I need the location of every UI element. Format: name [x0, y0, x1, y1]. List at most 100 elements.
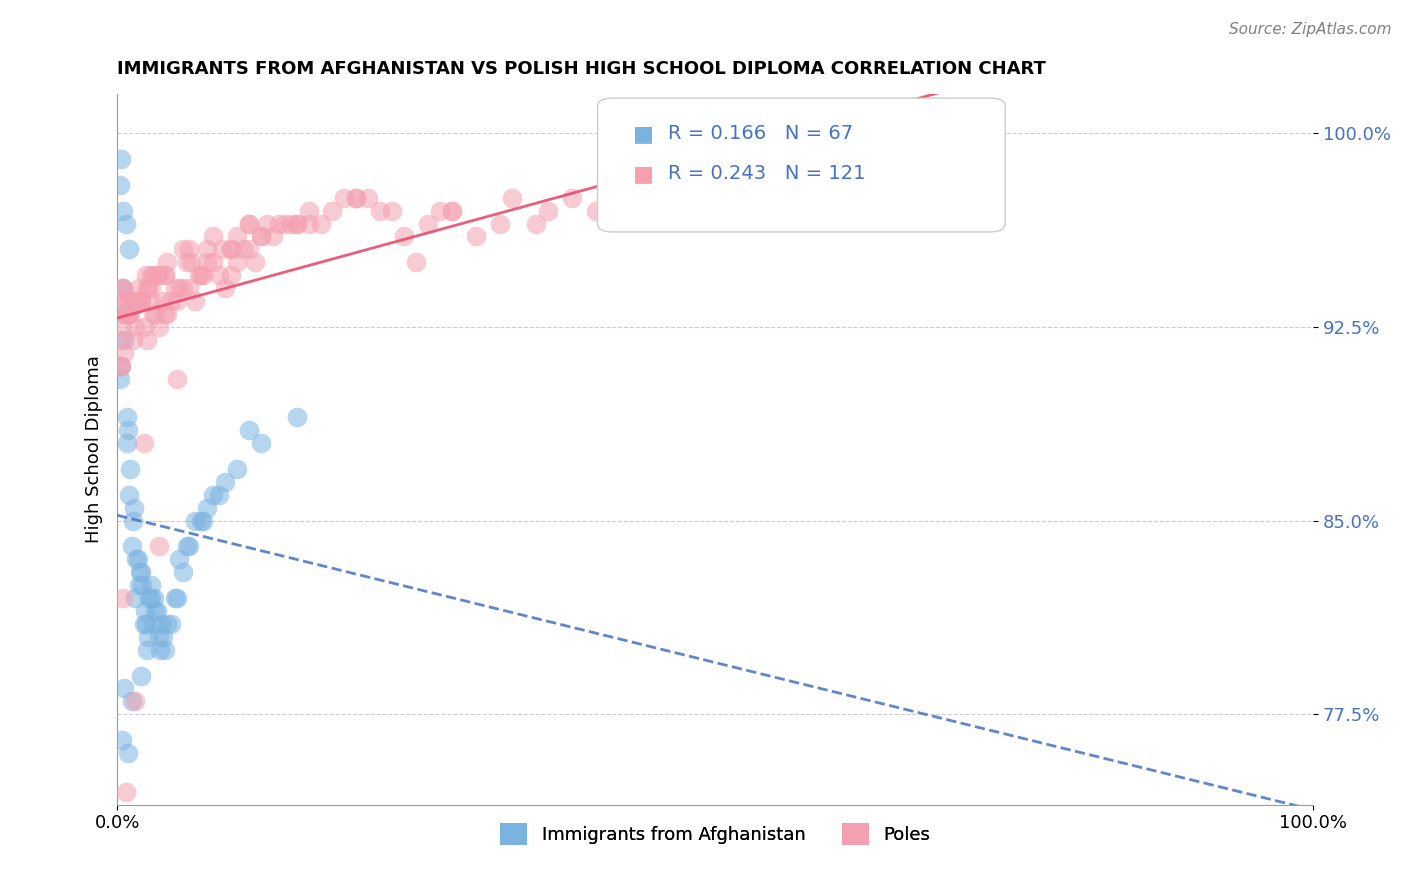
Point: [441, 203, 464, 218]
Point: [524, 217, 547, 231]
Point: [489, 217, 512, 231]
Text: ■: ■: [633, 124, 654, 144]
Point: [136, 630, 159, 644]
Point: [136, 333, 159, 347]
Point: [122, 293, 145, 308]
Point: [172, 281, 194, 295]
Point: [150, 616, 173, 631]
Point: [225, 229, 247, 244]
Point: [214, 475, 236, 489]
Point: [115, 410, 138, 425]
Point: [138, 591, 160, 605]
Point: [195, 500, 218, 515]
Point: [166, 371, 188, 385]
Point: [124, 319, 146, 334]
Point: [501, 191, 523, 205]
Point: [370, 203, 392, 218]
Point: [262, 229, 284, 244]
Point: [112, 333, 135, 347]
Point: [201, 488, 224, 502]
Point: [344, 191, 367, 205]
Point: [145, 604, 167, 618]
Point: [148, 540, 170, 554]
Point: [148, 630, 170, 644]
Point: [824, 165, 846, 179]
Point: [136, 281, 159, 295]
Point: [190, 268, 212, 283]
Point: [585, 203, 607, 218]
Point: [644, 191, 666, 205]
Point: [132, 616, 155, 631]
Point: [143, 591, 166, 605]
Point: [219, 243, 242, 257]
Point: [681, 191, 703, 205]
Point: [112, 203, 135, 218]
Point: [309, 217, 332, 231]
Point: [149, 642, 172, 657]
Point: [152, 630, 174, 644]
Point: [249, 229, 271, 244]
Point: [112, 681, 135, 696]
Point: [117, 423, 139, 437]
Point: [112, 345, 135, 359]
Point: [394, 229, 416, 244]
Point: [129, 293, 152, 308]
Point: [121, 540, 143, 554]
Point: [115, 436, 138, 450]
Point: [177, 540, 200, 554]
Point: [117, 746, 139, 760]
Point: [121, 293, 143, 308]
Point: [108, 359, 131, 373]
Point: [238, 243, 260, 257]
Point: [114, 217, 136, 231]
Point: [418, 217, 440, 231]
Point: [285, 410, 308, 425]
Legend: Immigrants from Afghanistan, Poles: Immigrants from Afghanistan, Poles: [494, 816, 938, 853]
Point: [190, 514, 212, 528]
Point: [118, 488, 141, 502]
Point: [214, 281, 236, 295]
Point: [112, 281, 135, 295]
Point: [249, 229, 271, 244]
Point: [763, 165, 786, 179]
Point: [297, 203, 319, 218]
Point: [114, 307, 136, 321]
Point: [273, 217, 295, 231]
Point: [120, 462, 142, 476]
Point: [111, 319, 134, 334]
Point: [110, 333, 132, 347]
Point: [112, 281, 135, 295]
Point: [127, 552, 149, 566]
Point: [135, 268, 157, 283]
Point: [153, 642, 176, 657]
Point: [134, 604, 156, 618]
Point: [405, 255, 427, 269]
Text: ■: ■: [633, 164, 654, 184]
Point: [285, 217, 308, 231]
Point: [537, 203, 560, 218]
Point: [668, 191, 690, 205]
Point: [136, 281, 159, 295]
Text: IMMIGRANTS FROM AFGHANISTAN VS POLISH HIGH SCHOOL DIPLOMA CORRELATION CHART: IMMIGRANTS FROM AFGHANISTAN VS POLISH HI…: [117, 60, 1046, 78]
Point: [160, 293, 183, 308]
Point: [184, 293, 207, 308]
Point: [111, 733, 134, 747]
Point: [201, 255, 224, 269]
Point: [177, 281, 200, 295]
Point: [172, 566, 194, 580]
Point: [142, 268, 165, 283]
Point: [131, 578, 153, 592]
Point: [166, 591, 188, 605]
Point: [121, 514, 143, 528]
Point: [166, 293, 188, 308]
Point: [148, 319, 170, 334]
Point: [110, 152, 132, 166]
Point: [800, 178, 823, 192]
Point: [219, 268, 242, 283]
Point: [112, 293, 135, 308]
Point: [344, 191, 367, 205]
Point: [256, 217, 278, 231]
Point: [127, 293, 149, 308]
Point: [136, 642, 159, 657]
Point: [267, 217, 290, 231]
